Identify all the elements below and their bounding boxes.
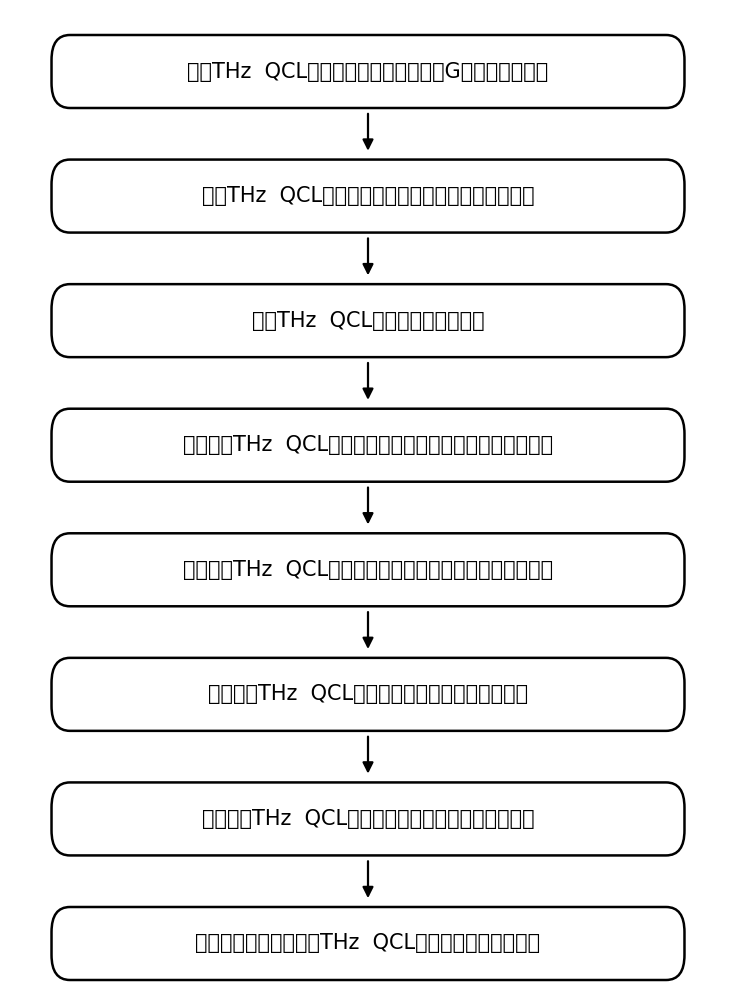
Text: 建立THz  QCL有源层的热速率方程: 建立THz QCL有源层的热速率方程 (252, 311, 484, 331)
Text: 建立表征THz  QCL内部载流子输运和热效应的物理方程模型: 建立表征THz QCL内部载流子输运和热效应的物理方程模型 (183, 435, 553, 455)
Text: 建立考虑热效应的表征THz  QCL光电性能的电路宏模型: 建立考虑热效应的表征THz QCL光电性能的电路宏模型 (196, 933, 540, 953)
FancyBboxPatch shape (52, 907, 684, 980)
Text: 建立表征THz  QCL内部载流子输运和热效应的等效电路模型: 建立表征THz QCL内部载流子输运和热效应的等效电路模型 (183, 560, 553, 580)
FancyBboxPatch shape (52, 533, 684, 606)
Text: 建立THz  QCL有源层的电子速率方程和光子速率方程: 建立THz QCL有源层的电子速率方程和光子速率方程 (202, 186, 534, 206)
Text: 建立表征THz  QCL输出端光功率特性的等效电路模型: 建立表征THz QCL输出端光功率特性的等效电路模型 (202, 809, 534, 829)
FancyBboxPatch shape (52, 409, 684, 482)
FancyBboxPatch shape (52, 658, 684, 731)
FancyBboxPatch shape (52, 284, 684, 357)
Text: 建立THz  QCL有源层的单级光增益系数G的理论计算公式: 建立THz QCL有源层的单级光增益系数G的理论计算公式 (188, 62, 548, 82)
FancyBboxPatch shape (52, 35, 684, 108)
FancyBboxPatch shape (52, 160, 684, 233)
Text: 建立表征THz  QCL输入端电气特性的等效电路模型: 建立表征THz QCL输入端电气特性的等效电路模型 (208, 684, 528, 704)
FancyBboxPatch shape (52, 782, 684, 855)
